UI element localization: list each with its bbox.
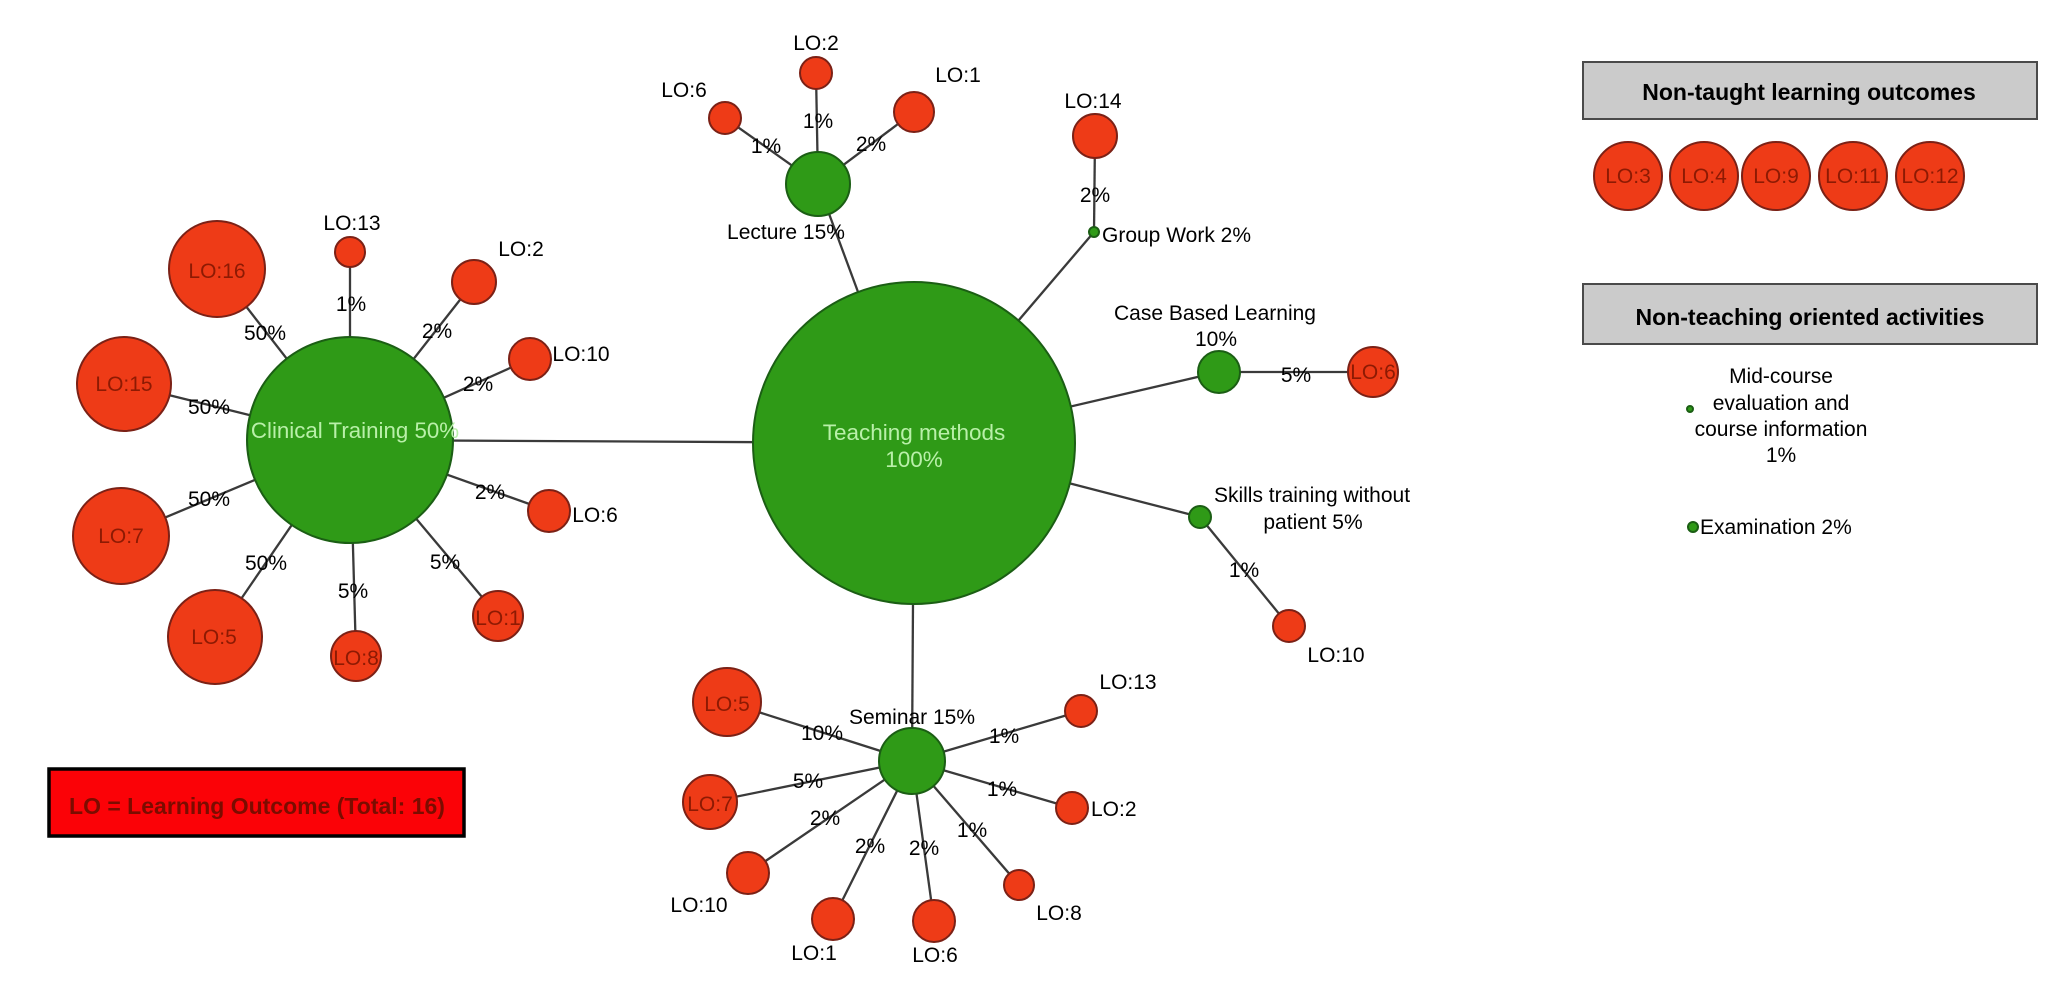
svg-text:5%: 5% xyxy=(430,551,460,574)
svg-text:Examination 2%: Examination 2% xyxy=(1700,516,1852,539)
svg-text:LO:2: LO:2 xyxy=(793,32,839,55)
svg-text:LO:1: LO:1 xyxy=(791,942,837,965)
svg-text:100%: 100% xyxy=(885,447,943,472)
svg-text:LO:8: LO:8 xyxy=(1036,902,1082,925)
svg-text:2%: 2% xyxy=(475,481,505,504)
svg-text:50%: 50% xyxy=(245,552,287,575)
svg-text:1%: 1% xyxy=(1229,559,1259,582)
svg-text:LO:14: LO:14 xyxy=(1064,90,1122,113)
svg-text:1%: 1% xyxy=(751,135,781,158)
svg-text:1%: 1% xyxy=(1766,444,1796,467)
svg-text:LO = Learning Outcome (Total:: LO = Learning Outcome (Total: 16) xyxy=(69,793,445,819)
svg-text:course information: course information xyxy=(1695,418,1868,441)
svg-text:5%: 5% xyxy=(1281,364,1311,387)
svg-text:Non-taught learning outcomes: Non-taught learning outcomes xyxy=(1642,79,1976,105)
svg-text:LO:15: LO:15 xyxy=(95,373,152,396)
svg-text:LO:2: LO:2 xyxy=(498,238,544,261)
svg-text:1%: 1% xyxy=(803,110,833,133)
svg-text:LO:10: LO:10 xyxy=(1307,644,1364,667)
svg-text:Seminar 15%: Seminar 15% xyxy=(849,706,975,729)
svg-text:patient 5%: patient 5% xyxy=(1263,511,1362,534)
svg-text:2%: 2% xyxy=(463,373,493,396)
svg-text:LO:6: LO:6 xyxy=(912,944,958,967)
svg-text:2%: 2% xyxy=(810,807,840,830)
svg-text:LO:13: LO:13 xyxy=(1099,671,1156,694)
svg-text:LO:3: LO:3 xyxy=(1605,165,1651,188)
svg-text:LO:11: LO:11 xyxy=(1825,165,1881,188)
svg-text:LO:5: LO:5 xyxy=(191,626,237,649)
svg-text:LO:4: LO:4 xyxy=(1681,165,1727,188)
svg-text:LO:1: LO:1 xyxy=(935,64,981,87)
svg-text:10%: 10% xyxy=(801,722,843,745)
svg-text:Skills training without: Skills training without xyxy=(1214,484,1410,507)
svg-text:1%: 1% xyxy=(336,293,366,316)
svg-text:LO:8: LO:8 xyxy=(333,647,379,670)
svg-text:50%: 50% xyxy=(244,322,286,345)
svg-text:LO:9: LO:9 xyxy=(1753,165,1799,188)
svg-text:5%: 5% xyxy=(793,770,823,793)
svg-text:2%: 2% xyxy=(1080,184,1110,207)
svg-text:Teaching methods: Teaching methods xyxy=(823,420,1006,445)
svg-text:LO:2: LO:2 xyxy=(1091,798,1137,821)
svg-text:LO:12: LO:12 xyxy=(1901,165,1958,188)
svg-text:LO:5: LO:5 xyxy=(704,693,750,716)
svg-text:Case Based Learning: Case Based Learning xyxy=(1114,302,1316,325)
svg-text:1%: 1% xyxy=(987,778,1017,801)
svg-text:2%: 2% xyxy=(855,835,885,858)
svg-text:Mid-course: Mid-course xyxy=(1729,365,1833,388)
svg-text:50%: 50% xyxy=(188,488,230,511)
svg-text:Non-teaching oriented activiti: Non-teaching oriented activities xyxy=(1636,304,1985,330)
svg-text:2%: 2% xyxy=(909,837,939,860)
svg-text:50%: 50% xyxy=(188,396,230,419)
svg-text:LO:13: LO:13 xyxy=(323,212,380,235)
svg-text:LO:1: LO:1 xyxy=(475,607,521,630)
svg-text:2%: 2% xyxy=(856,133,886,156)
svg-text:LO:16: LO:16 xyxy=(188,260,245,283)
svg-text:2%: 2% xyxy=(422,320,452,343)
svg-text:LO:6: LO:6 xyxy=(661,79,707,102)
svg-text:Lecture 15%: Lecture 15% xyxy=(727,221,845,244)
svg-text:5%: 5% xyxy=(338,580,368,603)
svg-text:Clinical Training 50%: Clinical Training 50% xyxy=(251,418,459,443)
svg-text:10%: 10% xyxy=(1195,328,1237,351)
svg-text:Group Work 2%: Group Work 2% xyxy=(1102,224,1251,247)
svg-text:1%: 1% xyxy=(957,819,987,842)
svg-text:LO:10: LO:10 xyxy=(670,894,727,917)
svg-text:1%: 1% xyxy=(989,725,1019,748)
svg-text:evaluation and: evaluation and xyxy=(1713,392,1850,415)
svg-text:LO:7: LO:7 xyxy=(687,793,733,816)
svg-text:LO:7: LO:7 xyxy=(98,525,144,548)
svg-text:LO:10: LO:10 xyxy=(552,343,609,366)
svg-text:LO:6: LO:6 xyxy=(572,504,618,527)
svg-text:LO:6: LO:6 xyxy=(1350,361,1396,384)
